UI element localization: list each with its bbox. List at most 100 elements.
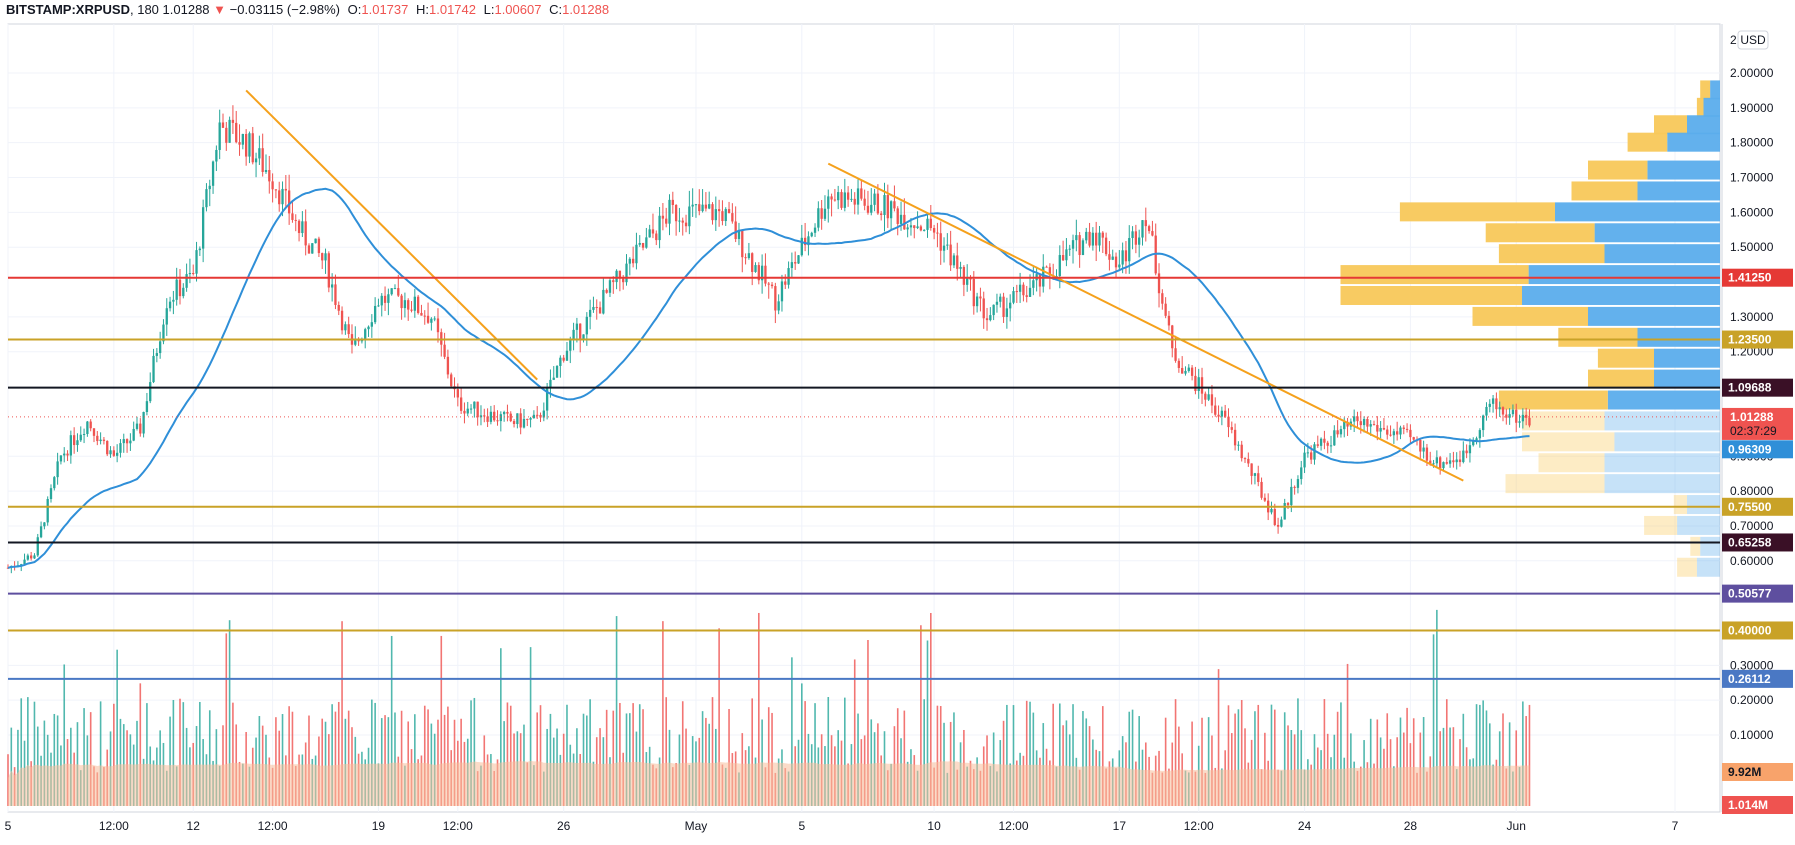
candle-body [1243, 458, 1247, 460]
candle-body [1147, 226, 1151, 232]
candle-body [1101, 232, 1104, 238]
candle-body [1478, 430, 1482, 439]
candle-body [400, 295, 403, 309]
candle-body [747, 253, 751, 259]
volume-profile-buy-bar [1604, 411, 1720, 431]
volume-bar [801, 683, 803, 806]
candle-body [757, 265, 760, 281]
candle-body [1399, 427, 1402, 435]
candle-body [1088, 231, 1091, 246]
candle-body [655, 233, 658, 241]
candle-body [145, 401, 149, 413]
volume-bar [566, 704, 568, 806]
candle-body [218, 122, 221, 150]
open-value: 1.01737 [361, 2, 409, 17]
candle-body [552, 377, 555, 380]
candle-body [1442, 462, 1445, 469]
candle-body [1290, 486, 1293, 506]
volume-profile-sell-bar [1696, 97, 1704, 117]
candle-body [522, 418, 526, 428]
volume-bar [1240, 700, 1243, 806]
volume-bar [1399, 717, 1402, 806]
candle-body [1144, 220, 1147, 227]
volume-bar [341, 621, 343, 806]
candle-body [774, 286, 777, 311]
candle-body [281, 188, 284, 205]
volume-bar [83, 708, 85, 806]
candle-body [39, 526, 43, 538]
candle-body [1429, 460, 1432, 464]
volume-bar [632, 703, 634, 806]
volume-profile-buy-bar [1607, 390, 1720, 410]
candle-body [251, 133, 254, 163]
candle-body [780, 281, 784, 302]
volume-profile-buy-bar [1687, 495, 1720, 515]
volume-bar [1052, 703, 1054, 806]
candle-body [794, 262, 797, 264]
candle-body [873, 193, 876, 205]
down-arrow-icon: ▼ [213, 2, 227, 17]
candle-body [658, 215, 661, 241]
candle-body [1396, 431, 1399, 435]
trendline-1[interactable] [245, 89, 538, 381]
price-axis-tick-label: 2.00000 [1730, 66, 1774, 80]
candle-body [760, 265, 764, 281]
volume-bar [228, 620, 231, 806]
candle-body [26, 555, 30, 560]
volume-bar [500, 648, 502, 806]
candle-body [36, 537, 39, 556]
candle-body [545, 388, 549, 411]
symbol-name[interactable]: BITSTAMP:XRPUSD [6, 2, 130, 17]
open-label: O: [347, 2, 362, 17]
candle-body [1495, 398, 1498, 410]
candle-body [565, 350, 569, 361]
interval-value[interactable]: 180 [137, 2, 159, 17]
candle-body [665, 218, 668, 224]
volume-bar [1191, 721, 1193, 806]
candle-body [936, 232, 939, 234]
level-tag-0.40000-text: 0.40000 [1728, 623, 1772, 637]
ma-value-tag: 0.96309 [1722, 440, 1793, 459]
trendline-2[interactable] [827, 162, 1464, 482]
candle-body [1171, 325, 1174, 349]
volume-bar [701, 711, 704, 806]
candle-body [959, 266, 962, 269]
volume-bar [1257, 704, 1260, 806]
candle-body [268, 170, 271, 182]
volume-bar [665, 697, 668, 806]
candle-body [231, 119, 235, 123]
volume-bar [1482, 700, 1484, 806]
volume-profile-sell-bar [1522, 411, 1605, 431]
candle-body [1475, 438, 1478, 441]
volume-bar [1300, 730, 1303, 806]
candle-body [916, 226, 919, 229]
candle-body [99, 439, 102, 442]
candle-body [1303, 452, 1306, 468]
candle-body [1276, 524, 1280, 527]
candle-body [1078, 235, 1081, 256]
level-tag-0.50577-text: 0.50577 [1728, 587, 1772, 601]
volume-bar [394, 712, 396, 806]
volume-ma-tag-text: 9.92M [1728, 765, 1761, 779]
volume-bar [208, 710, 211, 806]
currency-button[interactable] [1737, 30, 1769, 50]
volume-bar [509, 705, 512, 806]
candle-body [1306, 452, 1310, 454]
volume-bar [625, 713, 628, 806]
volume-bar [1336, 711, 1339, 806]
close-value: 1.01288 [562, 2, 610, 17]
volume-bar [291, 711, 294, 806]
price-axis-tick-label: 0.10000 [1730, 728, 1774, 742]
plot-area[interactable] [7, 23, 1721, 813]
volume-profile-sell-bar [1588, 369, 1654, 389]
candle-body [737, 229, 741, 239]
candle-body [992, 304, 995, 316]
volume-profile-sell-bar [1700, 80, 1711, 100]
candle-body [135, 423, 139, 429]
volume-bar [1029, 701, 1031, 806]
time-axis-tick-label: 12 [187, 819, 201, 833]
volume-bar [771, 712, 773, 806]
candle-body [1319, 438, 1323, 446]
volume-bar [1174, 699, 1177, 806]
